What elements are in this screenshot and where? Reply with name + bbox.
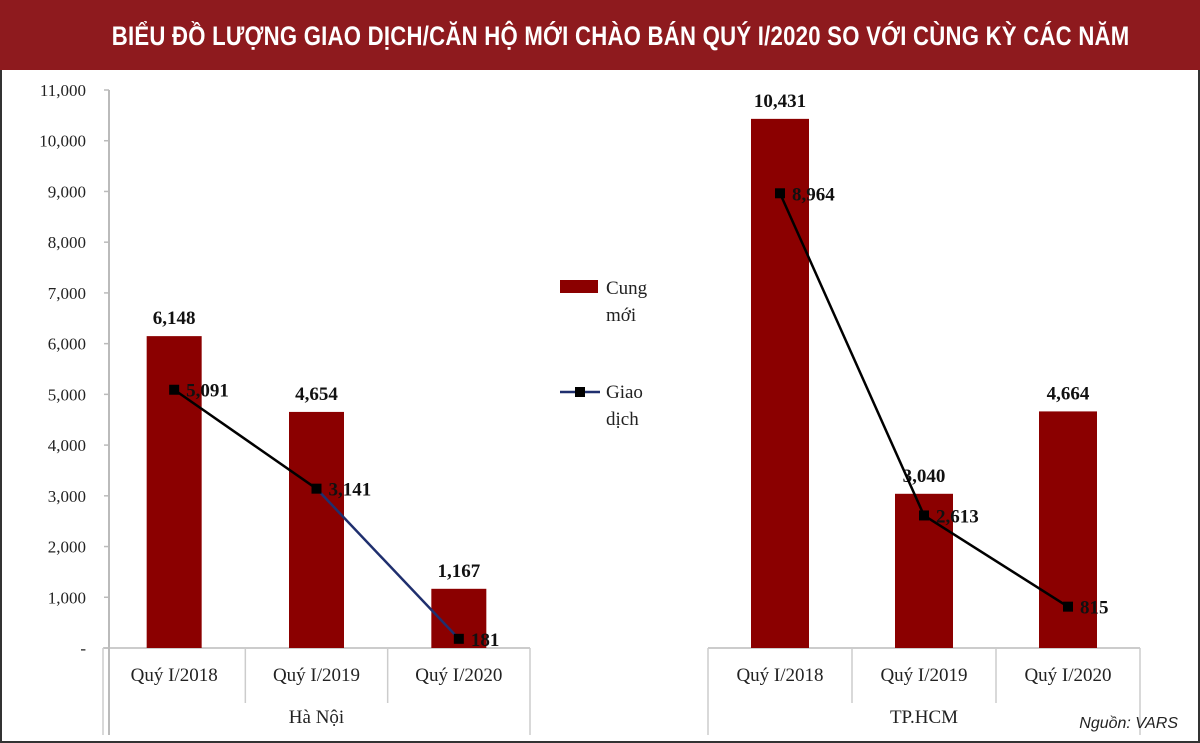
legend-swatch-cung-moi xyxy=(560,280,598,293)
y-tick-label: 2,000 xyxy=(48,538,86,557)
line-value-label: 181 xyxy=(471,630,500,651)
y-tick-label: 11,000 xyxy=(40,81,86,100)
bar-value-label: 6,148 xyxy=(153,308,196,329)
legend-marker xyxy=(575,387,585,397)
y-tick-label: - xyxy=(80,639,86,658)
chart-title-bar: BIỂU ĐỒ LƯỢNG GIAO DỊCH/CĂN HỘ MỚI CHÀO … xyxy=(0,0,1200,70)
bar-value-label: 3,040 xyxy=(903,466,946,487)
line-giao-dich-segment xyxy=(923,514,1069,608)
legend-label: Cung xyxy=(606,278,648,299)
y-tick-label: 10,000 xyxy=(39,132,86,151)
category-label: Quý I/2019 xyxy=(880,665,967,686)
bar-value-label: 10,431 xyxy=(754,91,806,112)
line-value-label: 815 xyxy=(1080,598,1109,619)
line-marker xyxy=(311,483,322,494)
category-label: Quý I/2019 xyxy=(273,665,360,686)
y-tick-label: 5,000 xyxy=(48,385,86,404)
line-value-label: 2,613 xyxy=(936,506,979,527)
line-value-label: 5,091 xyxy=(186,381,229,402)
line-marker xyxy=(453,633,464,644)
legend-label: mới xyxy=(606,305,636,326)
y-tick-label: 1,000 xyxy=(48,588,86,607)
bar-value-label: 4,664 xyxy=(1047,383,1090,404)
y-tick-label: 3,000 xyxy=(48,487,86,506)
line-giao-dich-segment xyxy=(173,388,318,490)
legend-label: Giao xyxy=(606,382,643,403)
line-giao-dich-segment xyxy=(778,192,926,516)
bar-cung-moi xyxy=(751,118,809,648)
bar-value-label: 4,654 xyxy=(295,384,338,405)
line-giao-dich-segment xyxy=(315,487,460,640)
category-label: Quý I/2018 xyxy=(736,665,823,686)
category-label: Quý I/2020 xyxy=(415,665,502,686)
group-label: TP.HCM xyxy=(890,707,958,728)
y-tick-label: 4,000 xyxy=(48,436,86,455)
source-note: Nguồn: VARS xyxy=(1079,715,1178,732)
legend-label: dịch xyxy=(606,409,639,430)
y-tick-label: 8,000 xyxy=(48,233,86,252)
group-label: Hà Nội xyxy=(289,707,344,728)
y-tick-label: 9,000 xyxy=(48,182,86,201)
line-value-label: 3,141 xyxy=(329,480,372,501)
line-marker xyxy=(919,510,929,521)
line-marker xyxy=(169,384,180,395)
y-tick-label: 7,000 xyxy=(48,284,86,303)
line-value-label: 8,964 xyxy=(792,184,835,205)
y-tick-label: 6,000 xyxy=(48,335,86,354)
line-marker xyxy=(775,188,785,199)
bar-cung-moi xyxy=(289,411,344,648)
line-marker xyxy=(1063,601,1073,612)
bar-value-label: 1,167 xyxy=(437,561,480,582)
chart-title: BIỂU ĐỒ LƯỢNG GIAO DỊCH/CĂN HỘ MỚI CHÀO … xyxy=(111,21,1130,51)
category-label: Quý I/2018 xyxy=(131,665,218,686)
category-label: Quý I/2020 xyxy=(1024,665,1111,686)
